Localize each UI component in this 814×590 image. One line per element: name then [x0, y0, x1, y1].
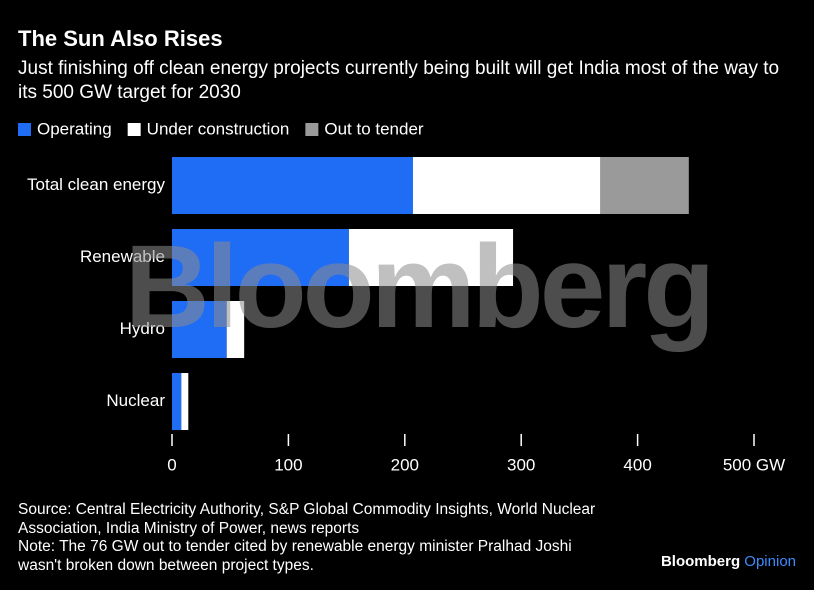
brand: Bloomberg Opinion — [661, 553, 796, 570]
y-tick-label: Hydro — [120, 319, 165, 338]
x-tick-label: 500 GW — [723, 455, 785, 474]
legend-swatch — [127, 123, 141, 136]
source: Source: Central Electricity Authority, S… — [18, 501, 596, 537]
y-tick-label: Nuclear — [106, 391, 165, 410]
y-tick-label: Renewable — [80, 247, 165, 266]
brand-suffix: Opinion — [744, 553, 796, 570]
y-tick-label: Total clean energy — [27, 175, 165, 194]
x-tick-label: 300 — [507, 455, 535, 474]
legend-swatch — [18, 123, 31, 136]
bar — [172, 301, 227, 358]
brand-name: Bloomberg — [660, 553, 741, 570]
bar — [172, 373, 182, 430]
legend-swatch — [305, 123, 319, 136]
bar — [226, 301, 245, 358]
bar — [412, 157, 601, 214]
bar — [348, 229, 514, 286]
bar — [172, 229, 349, 286]
note: Note: The 76 GW out to tender cited by r… — [18, 538, 572, 574]
legend-label: Under construction — [147, 119, 290, 138]
x-tick-label: 200 — [391, 455, 419, 474]
chart-subtitle: Just finishing off clean energy projects… — [18, 58, 780, 103]
watermark: Bloomberg — [125, 221, 712, 353]
bar — [172, 157, 413, 214]
x-tick-label: 400 — [623, 455, 651, 474]
bar — [181, 373, 189, 430]
x-tick-label: 100 — [274, 455, 302, 474]
bar — [600, 157, 689, 214]
legend-label: Operating — [37, 119, 112, 138]
x-tick-label: 0 — [167, 455, 176, 474]
legend-label: Out to tender — [324, 119, 424, 138]
chart-title: The Sun Also Rises — [18, 26, 223, 51]
